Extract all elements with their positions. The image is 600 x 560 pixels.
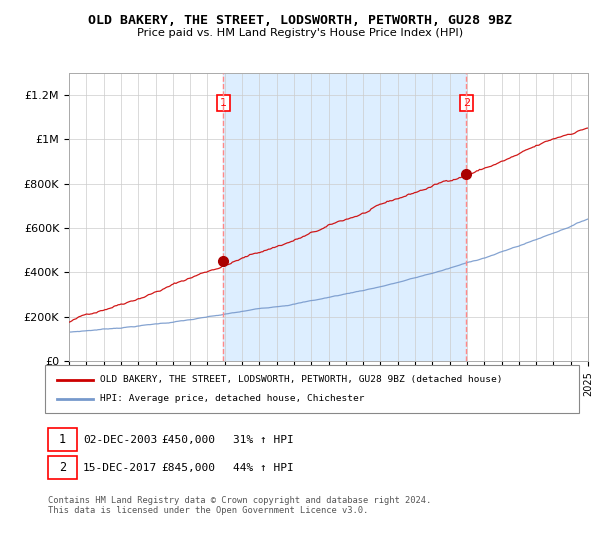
- Text: 1: 1: [59, 433, 66, 446]
- Text: Price paid vs. HM Land Registry's House Price Index (HPI): Price paid vs. HM Land Registry's House …: [137, 28, 463, 38]
- Text: OLD BAKERY, THE STREET, LODSWORTH, PETWORTH, GU28 9BZ (detached house): OLD BAKERY, THE STREET, LODSWORTH, PETWO…: [100, 375, 503, 384]
- Text: £845,000: £845,000: [161, 463, 215, 473]
- Text: Contains HM Land Registry data © Crown copyright and database right 2024.
This d: Contains HM Land Registry data © Crown c…: [48, 496, 431, 515]
- Bar: [223, 73, 466, 361]
- Text: 1: 1: [220, 98, 227, 108]
- Text: 2: 2: [463, 98, 470, 108]
- Text: 15-DEC-2017: 15-DEC-2017: [83, 463, 157, 473]
- Text: 44% ↑ HPI: 44% ↑ HPI: [233, 463, 293, 473]
- Text: HPI: Average price, detached house, Chichester: HPI: Average price, detached house, Chic…: [100, 394, 365, 403]
- Text: OLD BAKERY, THE STREET, LODSWORTH, PETWORTH, GU28 9BZ: OLD BAKERY, THE STREET, LODSWORTH, PETWO…: [88, 14, 512, 27]
- Text: 2: 2: [59, 461, 66, 474]
- Text: £450,000: £450,000: [161, 435, 215, 445]
- Text: 02-DEC-2003: 02-DEC-2003: [83, 435, 157, 445]
- Text: 31% ↑ HPI: 31% ↑ HPI: [233, 435, 293, 445]
